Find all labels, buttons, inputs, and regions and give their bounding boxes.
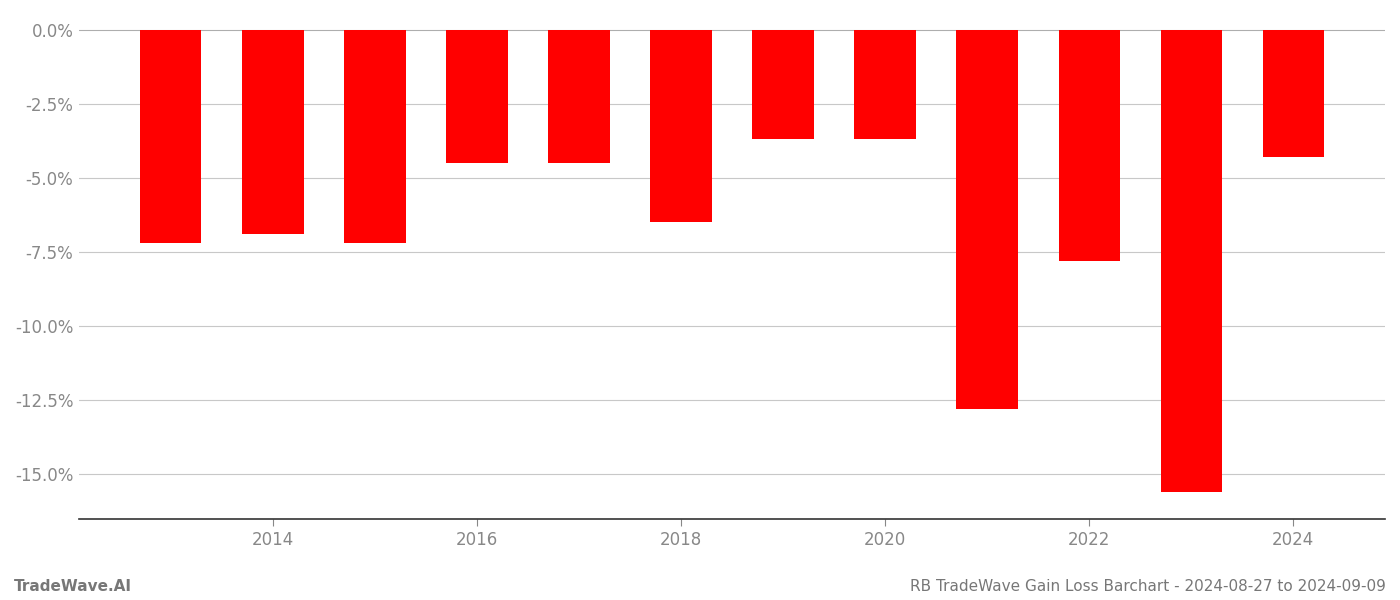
Bar: [344, 30, 406, 243]
Text: TradeWave.AI: TradeWave.AI: [14, 579, 132, 594]
Bar: [854, 30, 916, 139]
Bar: [1161, 30, 1222, 492]
Bar: [651, 30, 711, 223]
Bar: [1263, 30, 1324, 157]
Bar: [1058, 30, 1120, 261]
Bar: [549, 30, 609, 163]
Bar: [447, 30, 508, 163]
Bar: [242, 30, 304, 234]
Bar: [956, 30, 1018, 409]
Bar: [140, 30, 202, 243]
Bar: [752, 30, 813, 139]
Text: RB TradeWave Gain Loss Barchart - 2024-08-27 to 2024-09-09: RB TradeWave Gain Loss Barchart - 2024-0…: [910, 579, 1386, 594]
